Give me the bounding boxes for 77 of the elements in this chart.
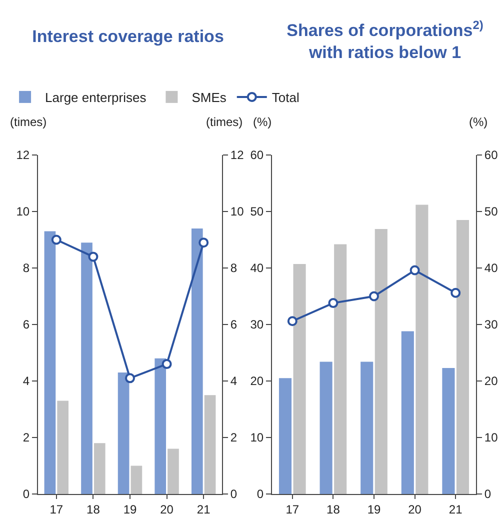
y-tick-label: 10 (16, 204, 30, 219)
x-tick-label: 18 (326, 502, 340, 516)
y2-tick-label: 2 (230, 430, 238, 445)
bar (320, 362, 332, 494)
bar (416, 204, 428, 494)
bar (118, 372, 130, 494)
y-tick-label: 40 (250, 261, 264, 276)
y-tick-label: 50 (250, 204, 264, 219)
point (198, 238, 209, 248)
bar (374, 229, 388, 494)
point (328, 298, 338, 308)
bar (360, 362, 374, 494)
x-tick-label: 19 (123, 502, 137, 516)
y-tick-label: 2 (22, 430, 30, 445)
bar (456, 220, 470, 494)
y2-tick-label: 8 (230, 261, 238, 276)
bar (293, 264, 306, 494)
bar (334, 244, 347, 494)
y2-tick-label: 40 (484, 261, 498, 276)
bar (94, 443, 106, 494)
x-tick-label: 21 (448, 502, 463, 516)
y-tick-label: 30 (250, 318, 264, 332)
bar (204, 395, 216, 494)
y-tick-label: 0 (256, 487, 264, 502)
y2-tick-label: 60 (484, 148, 498, 162)
x-tick-label: 21 (196, 502, 211, 516)
point (287, 316, 298, 326)
bar (81, 242, 92, 494)
legend-label: SMEs (192, 90, 227, 106)
point (410, 265, 420, 276)
y-axis-title: (times) (10, 115, 47, 129)
legend-label: Large enterprises (45, 90, 147, 106)
point (88, 252, 98, 262)
point (125, 373, 135, 384)
legend-label: Total (272, 90, 300, 106)
y-tick-label: 20 (250, 374, 264, 388)
y-tick-label: 6 (22, 318, 30, 332)
y-tick-label: 60 (250, 148, 264, 162)
x-tick-label: 17 (50, 502, 64, 516)
point (162, 359, 172, 370)
x-tick-label: 17 (286, 502, 300, 516)
y2-axis-title: (%) (469, 115, 488, 129)
chart-title: Shares of corporations$^{2)}$ with ratios below 1 (286, 18, 484, 62)
x-tick-label: 18 (86, 502, 100, 516)
y2-tick-label: 4 (230, 374, 238, 388)
y-tick-label: 10 (250, 430, 264, 445)
bar (154, 358, 166, 494)
x-tick-label: 19 (367, 502, 381, 516)
point (51, 234, 62, 245)
bar (130, 466, 142, 494)
y-axis-title: (%) (253, 115, 272, 129)
y2-axis-title: (times) (206, 115, 243, 129)
y2-tick-label: 0 (230, 487, 238, 502)
bar (278, 378, 292, 494)
point (369, 291, 379, 302)
y2-tick-label: 10 (484, 430, 498, 445)
y2-tick-label: 6 (230, 318, 238, 332)
y2-tick-label: 10 (230, 204, 244, 219)
y-tick-label: 12 (16, 148, 30, 162)
x-tick-label: 20 (408, 502, 422, 516)
y-tick-label: 8 (22, 261, 30, 276)
chart-title: Interest coverage ratios (32, 26, 224, 46)
y2-tick-label: 30 (484, 318, 498, 332)
bar (191, 228, 203, 494)
bar (442, 368, 455, 494)
bar (57, 400, 69, 494)
y2-tick-label: 50 (484, 204, 498, 219)
y2-tick-label: 0 (484, 487, 492, 502)
bar (401, 331, 414, 494)
y-tick-label: 4 (22, 374, 30, 388)
y2-tick-label: 12 (230, 148, 244, 162)
point (450, 288, 461, 298)
bar (168, 448, 179, 494)
y-tick-label: 0 (22, 487, 30, 502)
y2-tick-label: 20 (484, 374, 498, 388)
bar (44, 231, 56, 494)
x-tick-label: 20 (160, 502, 174, 516)
